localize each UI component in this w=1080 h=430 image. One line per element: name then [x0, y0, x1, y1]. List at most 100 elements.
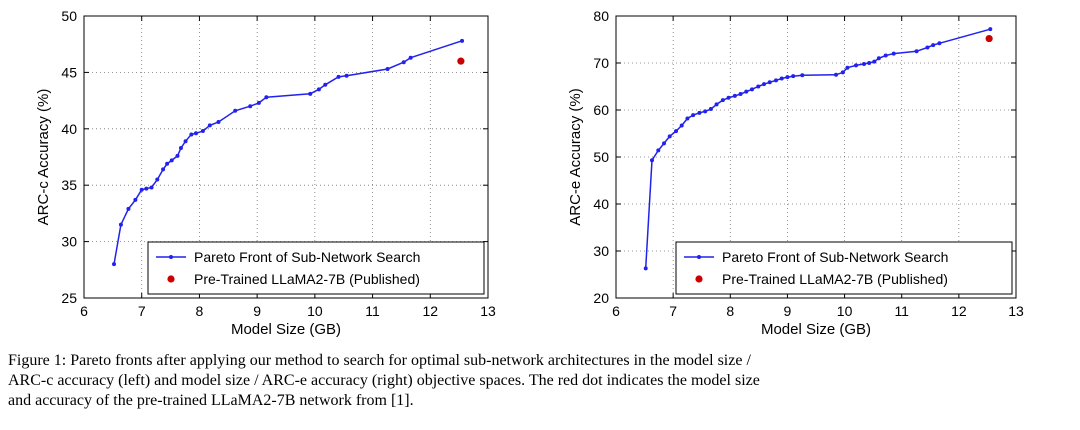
- pareto-point: [872, 59, 877, 64]
- pareto-point: [800, 73, 805, 78]
- pareto-point: [931, 43, 936, 48]
- pareto-point: [336, 74, 341, 79]
- x-tick-label: 13: [1008, 303, 1024, 319]
- figure-caption: Figure 1: Pareto fronts after applying o…: [8, 351, 1076, 411]
- x-tick-label: 8: [196, 303, 204, 319]
- legend-box: [147, 241, 485, 295]
- caption-line-1: Figure 1: Pareto fronts after applying o…: [8, 352, 751, 369]
- pareto-point: [460, 38, 465, 43]
- pareto-point: [744, 89, 749, 94]
- pareto-point: [161, 167, 166, 172]
- y-tick-label: 20: [593, 290, 609, 306]
- x-tick-label: 10: [307, 303, 323, 319]
- pareto-point: [914, 49, 919, 54]
- pareto-point: [867, 61, 872, 65]
- pareto-point: [762, 82, 766, 87]
- pareto-point: [656, 148, 661, 153]
- x-axis-title: Model Size (GB): [761, 321, 871, 338]
- pareto-point: [323, 82, 328, 87]
- pretrained-llama2-point: [985, 34, 993, 43]
- legend-dot-marker: [167, 275, 175, 283]
- y-tick-label: 30: [61, 234, 77, 250]
- pareto-point: [791, 74, 796, 79]
- pareto-point: [937, 41, 942, 46]
- pareto-point: [316, 87, 321, 92]
- legend-dot-marker: [695, 275, 703, 283]
- pareto-point: [112, 262, 117, 267]
- pareto-point: [834, 72, 838, 77]
- y-tick-label: 35: [61, 177, 77, 193]
- pareto-point: [726, 95, 731, 100]
- pareto-point: [149, 185, 154, 190]
- x-tick-label: 13: [480, 303, 496, 319]
- pareto-point: [193, 131, 198, 136]
- pareto-point: [118, 222, 123, 227]
- pareto-point: [169, 158, 174, 163]
- pareto-point: [785, 75, 790, 80]
- pareto-point: [691, 113, 696, 118]
- pareto-point: [697, 110, 702, 115]
- y-tick-label: 50: [593, 149, 609, 165]
- arc-e-chart: 6 7 8 9 10 11 12 13 20 30 40 50 60 70 80 Model Size (GB…: [567, 8, 1024, 338]
- pareto-point: [988, 27, 993, 32]
- pareto-point: [216, 120, 221, 125]
- pareto-point: [925, 45, 930, 50]
- legend-label: Pre-Trained LLaMA2-7B (Published): [194, 271, 420, 287]
- pareto-point: [385, 67, 390, 72]
- pareto-point: [779, 76, 784, 81]
- plot-frame: [83, 15, 489, 299]
- pareto-point: [756, 84, 761, 89]
- x-tick-label: 8: [726, 303, 734, 319]
- pareto-point: [876, 56, 881, 61]
- pareto-point: [189, 132, 194, 137]
- y-tick-label: 40: [593, 196, 609, 212]
- pareto-point: [144, 186, 149, 191]
- plot-frame: [615, 15, 1017, 299]
- pareto-point: [139, 187, 144, 192]
- pareto-point: [401, 60, 406, 65]
- pareto-point: [708, 107, 713, 112]
- y-axis-title: ARC-e Accuracy (%): [567, 88, 584, 226]
- y-tick-label: 80: [593, 8, 609, 24]
- pareto-point: [264, 95, 269, 100]
- x-tick-label: 12: [951, 303, 967, 319]
- pareto-point: [862, 61, 866, 66]
- y-tick-label: 70: [593, 55, 609, 71]
- x-tick-label: 7: [138, 303, 146, 319]
- pareto-point: [767, 80, 772, 85]
- legend-label: Pareto Front of Sub-Network Search: [722, 249, 948, 265]
- x-axis-title: Model Size (GB): [231, 321, 341, 338]
- pareto-point: [650, 158, 654, 163]
- pareto-point: [233, 108, 238, 113]
- pareto-point: [133, 197, 138, 202]
- x-tick-label: 10: [837, 303, 853, 319]
- pareto-point: [200, 129, 205, 134]
- y-tick-label: 60: [593, 102, 609, 118]
- y-axis-title: ARC-c Accuracy (%): [35, 89, 52, 226]
- x-tick-label: 6: [612, 303, 620, 319]
- pareto-point: [774, 78, 778, 83]
- pareto-point: [845, 65, 850, 70]
- x-tick-label: 11: [365, 303, 380, 319]
- legend-line-dot: [169, 255, 173, 259]
- y-tick-label: 50: [61, 8, 77, 24]
- pareto-point: [738, 92, 743, 97]
- caption-line-3: and accuracy of the pre-trained LLaMA2-7…: [8, 392, 414, 409]
- pareto-point: [750, 87, 754, 92]
- caption-line-2: ARC-c accuracy (left) and model size / A…: [8, 372, 760, 389]
- pareto-point: [183, 139, 188, 144]
- pretrained-llama2-point: [457, 57, 465, 65]
- pareto-point: [175, 153, 180, 158]
- y-tick-label: 25: [61, 290, 77, 306]
- arc-c-chart: 6 7 8 9 10 11 12 13 25 30 35 40 45 50 Model Size (GB) A…: [35, 8, 496, 338]
- pareto-point: [408, 55, 413, 60]
- x-tick-label: 12: [422, 303, 438, 319]
- pareto-point: [308, 91, 313, 96]
- pareto-point: [126, 206, 131, 211]
- x-tick-label: 6: [80, 303, 88, 319]
- pareto-point: [344, 73, 349, 78]
- pareto-point: [674, 129, 678, 134]
- y-tick-label: 30: [593, 243, 609, 259]
- pareto-point: [178, 145, 183, 150]
- x-tick-label: 9: [784, 303, 792, 319]
